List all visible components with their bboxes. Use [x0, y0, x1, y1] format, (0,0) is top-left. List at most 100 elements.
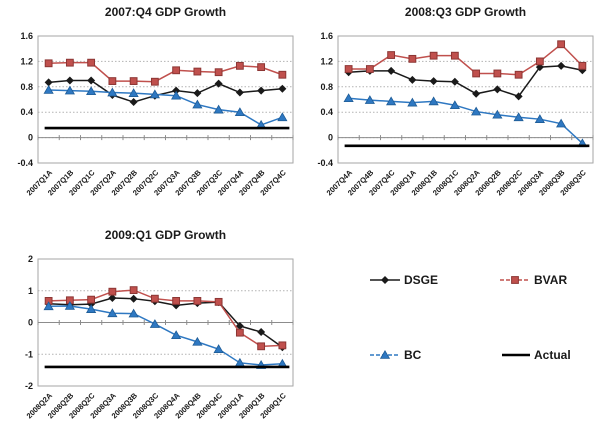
- bvar-square-marker-icon: [172, 66, 181, 75]
- chart-title-2008q3: 2008:Q3 GDP Growth: [404, 5, 527, 19]
- series-dsge: [344, 61, 587, 101]
- bvar-square-marker-icon: [44, 59, 53, 68]
- bvar-square-marker-icon: [557, 40, 566, 49]
- bvar-square-marker-icon: [278, 70, 287, 79]
- bvar-square-marker-icon: [150, 294, 159, 303]
- legend-item-dsge: DSGE: [368, 273, 438, 287]
- chart-plot-2009q1: 210-1-22008Q2A2008Q2B2008Q2C2008Q3A2008Q…: [25, 254, 294, 420]
- plot-border: [37, 35, 294, 164]
- dsge-diamond-marker-icon: [408, 75, 417, 84]
- bvar-square-marker-icon: [514, 70, 523, 79]
- bvar-square-marker-icon: [387, 51, 396, 59]
- bc-triangle-marker-icon: [171, 330, 182, 339]
- dsge-diamond-marker-icon: [535, 63, 544, 72]
- bvar-square-marker-icon: [193, 297, 202, 305]
- bc-triangle-marker-icon: [428, 96, 439, 106]
- series-bc: [43, 84, 288, 129]
- legend-label-actual: Actual: [534, 348, 571, 362]
- bvar-square-marker-icon: [129, 77, 138, 85]
- series-line: [48, 305, 283, 366]
- bvar-square-marker-icon: [150, 77, 159, 86]
- dsge-diamond-marker-icon: [44, 78, 53, 87]
- series-dsge: [44, 76, 287, 107]
- bc-triangle-marker-icon: [386, 96, 397, 106]
- series-bvar: [44, 58, 287, 86]
- bc-triangle-marker-icon: [128, 308, 139, 318]
- bc-triangle-marker-icon: [513, 112, 524, 122]
- y-tick-label: 1.2: [20, 56, 33, 66]
- bc-triangle-marker-icon: [107, 87, 118, 97]
- bc-triangle-marker-icon: [64, 85, 75, 95]
- dsge-diamond-marker-icon: [257, 86, 266, 95]
- plot-area: 1.61.20.80.40-0.42007Q4A2007Q4B2007Q4C20…: [317, 31, 594, 197]
- bc-triangle-marker-icon: [379, 350, 391, 359]
- bvar-square-marker-icon: [193, 67, 202, 76]
- dsge-diamond-marker-icon: [129, 294, 138, 303]
- y-tick-label: 1.6: [20, 31, 33, 41]
- dsge-diamond-marker-icon: [235, 88, 244, 97]
- bc-triangle-marker-icon: [64, 300, 75, 310]
- chart-plot-2008q3: 1.61.20.80.40-0.42007Q4A2007Q4B2007Q4C20…: [317, 31, 594, 197]
- bvar-square-marker-icon: [429, 51, 438, 60]
- bc-triangle-marker-icon: [492, 109, 503, 119]
- dsge-diamond-marker-icon: [193, 89, 202, 98]
- bvar-square-marker-icon: [235, 328, 244, 337]
- dsge-diamond-marker-icon: [87, 76, 96, 85]
- bvar-square-marker-icon: [235, 61, 244, 70]
- dsge-diamond-marker-icon: [557, 61, 566, 70]
- y-tick-label: -0.4: [17, 158, 33, 168]
- chart-2008q3: 2008:Q3 GDP Growth 1.6 1.2 0.8 0.4 0 -0.4 2007…: [300, 0, 600, 223]
- bc-triangle-marker-icon: [43, 84, 54, 94]
- y-tick-label: 0: [328, 133, 333, 143]
- chart-title-2009q1: 2009:Q1 GDP Growth: [104, 228, 227, 242]
- bvar-square-marker-icon: [87, 295, 96, 304]
- bc-triangle-marker-icon: [86, 86, 97, 96]
- series-line: [48, 61, 283, 83]
- bvar-square-marker-icon: [214, 297, 223, 306]
- bc-triangle-marker-icon: [192, 336, 203, 346]
- plot-border: [337, 35, 594, 164]
- y-tick-label: 1.6: [320, 31, 333, 41]
- legend-label-bc: BC: [404, 348, 422, 362]
- bvar-square-marker-icon: [108, 77, 117, 85]
- bc-triangle-marker-icon: [370, 350, 400, 359]
- bc-triangle-marker-icon: [343, 93, 354, 103]
- series-line: [48, 289, 283, 348]
- legend-item-actual: Actual: [498, 348, 571, 362]
- legend: DSGE BVAR BC Actual: [300, 223, 600, 446]
- bc-triangle-marker-icon: [556, 118, 567, 128]
- bvar-square-marker-icon: [500, 276, 530, 284]
- bvar-square-marker-icon: [450, 51, 459, 60]
- y-tick-label: -1: [25, 349, 33, 359]
- chart-plot-2007q4: 1.61.20.80.40-0.42007Q1A2007Q1B2007Q1C20…: [17, 31, 294, 197]
- bvar-square-marker-icon: [535, 57, 544, 66]
- bc-triangle-marker-icon: [128, 88, 139, 97]
- bvar-square-marker-icon: [472, 69, 481, 78]
- bvar-square-marker-icon: [257, 63, 266, 72]
- plot-area: 1.61.20.80.40-0.42007Q1A2007Q1B2007Q1C20…: [17, 31, 294, 197]
- bvar-square-marker-icon: [108, 287, 117, 296]
- series-line: [48, 89, 283, 126]
- bc-triangle-marker-icon: [234, 107, 245, 116]
- dsge-diamond-marker-icon: [235, 321, 244, 330]
- dsge-diamond-marker-icon: [278, 84, 287, 93]
- dsge-diamond-marker-icon: [514, 92, 523, 101]
- legend-label-dsge: DSGE: [404, 273, 439, 287]
- chart-2007q4: 2007:Q4 GDP Growth 1.6 1.2 0.8 0.4 0 -0.4 2007…: [0, 0, 300, 223]
- series-line: [348, 65, 583, 98]
- series-line: [348, 97, 583, 144]
- dsge-diamond-marker-icon: [257, 328, 266, 337]
- bc-triangle-marker-icon: [43, 301, 54, 311]
- bc-triangle-marker-icon: [86, 304, 97, 313]
- bc-triangle-marker-icon: [364, 95, 375, 104]
- y-tick-label: 0: [28, 318, 33, 328]
- bvar-square-marker-icon: [578, 61, 587, 70]
- y-tick-label: -2: [25, 381, 33, 391]
- dsge-diamond-marker-icon: [450, 77, 459, 86]
- dsge-diamond-marker-icon: [214, 79, 223, 88]
- y-tick-label: 0.8: [20, 82, 33, 92]
- bc-triangle-marker-icon: [213, 104, 224, 114]
- legend-label-bvar: BVAR: [534, 273, 568, 287]
- bc-triangle-marker-icon: [471, 106, 482, 116]
- bc-triangle-marker-icon: [149, 89, 160, 99]
